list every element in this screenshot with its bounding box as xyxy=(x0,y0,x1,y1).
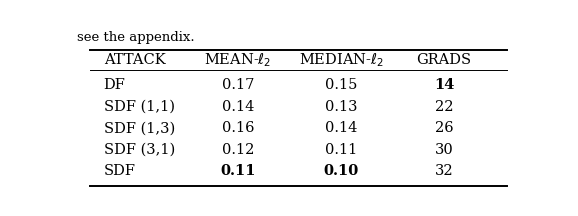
Text: 0.17: 0.17 xyxy=(222,78,254,92)
Text: SDF (1,3): SDF (1,3) xyxy=(103,121,175,135)
Text: 0.10: 0.10 xyxy=(324,164,358,178)
Text: MEAN-$\ell_2$: MEAN-$\ell_2$ xyxy=(204,51,272,69)
Text: SDF: SDF xyxy=(103,164,136,178)
Text: ATTACK: ATTACK xyxy=(103,53,165,67)
Text: see the appendix.: see the appendix. xyxy=(77,31,194,44)
Text: MEDIAN-$\ell_2$: MEDIAN-$\ell_2$ xyxy=(299,51,383,69)
Text: 0.14: 0.14 xyxy=(222,100,254,114)
Text: 0.12: 0.12 xyxy=(222,143,254,157)
Text: SDF (3,1): SDF (3,1) xyxy=(103,143,175,157)
Text: 0.11: 0.11 xyxy=(220,164,255,178)
Text: 0.16: 0.16 xyxy=(222,121,254,135)
Text: 30: 30 xyxy=(435,143,453,157)
Text: SDF (1,1): SDF (1,1) xyxy=(103,100,175,114)
Text: 14: 14 xyxy=(434,78,454,92)
Text: 0.14: 0.14 xyxy=(325,121,357,135)
Text: 22: 22 xyxy=(435,100,453,114)
Text: 0.13: 0.13 xyxy=(325,100,357,114)
Text: 0.15: 0.15 xyxy=(325,78,357,92)
Text: GRADS: GRADS xyxy=(417,53,472,67)
Text: DF: DF xyxy=(103,78,125,92)
Text: 26: 26 xyxy=(435,121,453,135)
Text: 32: 32 xyxy=(435,164,453,178)
Text: 0.11: 0.11 xyxy=(325,143,357,157)
